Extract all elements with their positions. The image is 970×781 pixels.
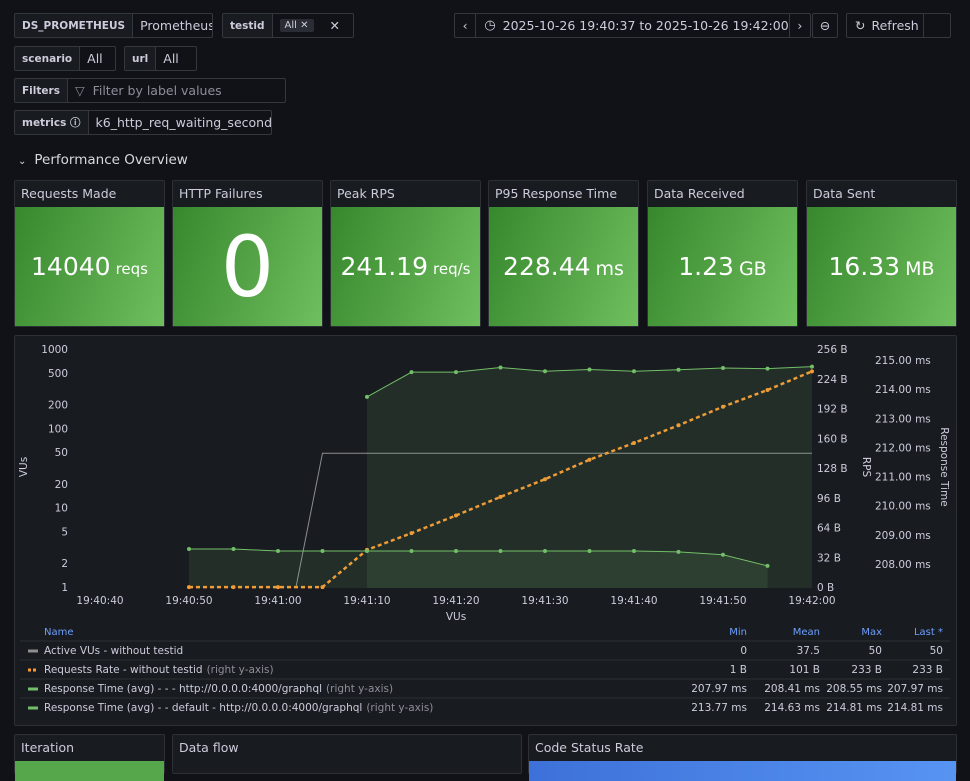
clear[interactable]: ✕	[329, 18, 340, 33]
stat-unit: MB	[905, 257, 935, 280]
stat-title: Data Sent	[813, 186, 876, 201]
refresh-btn[interactable]: ↻ Refresh	[855, 18, 919, 33]
stat-unit: reqs	[115, 259, 148, 278]
stat-unit: ms	[595, 257, 624, 280]
stat-panel: Data Received 1.23 GB	[647, 180, 798, 327]
zoom-out[interactable]: ⊖	[812, 13, 838, 38]
stat-title: P95 Response Time	[495, 186, 618, 201]
var-label: Filters	[15, 79, 68, 102]
panel: Iteration	[14, 734, 165, 781]
stat-value: 14040	[31, 252, 111, 281]
testid-var[interactable]: testid All ✕ ✕	[222, 13, 354, 38]
var-label: testid	[223, 14, 273, 37]
stat-title: HTTP Failures	[179, 186, 263, 201]
panel-title: Iteration	[21, 740, 75, 755]
stat-body: 16.33 MB	[807, 207, 956, 326]
time-picker[interactable]: ‹ ◷ 2025-10-26 19:40:37 to 2025-10-26 19:…	[454, 13, 811, 38]
placeholder: Filter by label values	[92, 83, 222, 98]
row-header[interactable]: ⌄ Performance Overview	[18, 152, 188, 168]
text: metrics	[22, 116, 67, 129]
stat-panel: Requests Made 14040 reqs	[14, 180, 165, 327]
stat-unit: GB	[738, 257, 767, 280]
stat-value: 228.44	[503, 252, 591, 281]
var-value: All	[163, 51, 179, 66]
var-value: k6_http_req_waiting_seconds	[95, 115, 272, 130]
stat-panel: Peak RPS 241.19 req/s	[330, 180, 481, 327]
var-value: All ✕ ✕	[273, 18, 347, 33]
var-label: DS_PROMETHEUS	[15, 14, 134, 37]
filter-input[interactable]: ▽ Filter by label values	[74, 83, 222, 98]
stat-body: 1.23 GB	[648, 207, 797, 326]
next[interactable]: ›	[788, 14, 810, 37]
stat-panel: Data Sent 16.33 MB	[806, 180, 957, 327]
time-range[interactable]: ◷ 2025-10-26 19:40:37 to 2025-10-26 19:42…	[484, 18, 789, 33]
panel: Data flow	[172, 734, 522, 774]
scenario-var[interactable]: scenario All	[14, 46, 116, 71]
var-label: url	[125, 47, 157, 70]
stat-value: 241.19	[340, 252, 428, 281]
text: Refresh	[871, 18, 919, 33]
panel: Code Status Rate	[528, 734, 957, 781]
stat-body: 14040 reqs	[15, 207, 164, 326]
panel-title: Data flow	[179, 740, 239, 755]
timeseries-panel	[14, 335, 957, 726]
text: Prometheus	[140, 18, 213, 33]
var-label: metrics ⓘ	[15, 111, 89, 134]
chip: All ✕	[279, 19, 314, 32]
var-value: All	[87, 51, 103, 66]
filters[interactable]: Filters ▽ Filter by label values	[14, 78, 286, 103]
stat-value: 1.23	[678, 252, 734, 281]
stat-body: 241.19 req/s	[331, 207, 480, 326]
url-var[interactable]: url All	[124, 46, 197, 71]
stat-title: Requests Made	[21, 186, 117, 201]
panel-fill	[529, 761, 956, 781]
var-value: Prometheus⌵	[133, 18, 213, 33]
stat-value: 0	[220, 217, 275, 316]
stat-title: Data Received	[654, 186, 745, 201]
ds-var[interactable]: DS_PROMETHEUS Prometheus⌵	[14, 13, 213, 38]
refresh-menu[interactable]	[923, 14, 950, 37]
stat-unit: req/s	[433, 259, 471, 278]
text: 2025-10-26 19:40:37 to 2025-10-26 19:42:…	[502, 18, 789, 33]
text: All	[284, 20, 297, 31]
metrics-var[interactable]: metrics ⓘ k6_http_req_waiting_seconds	[14, 110, 272, 135]
row-title: Performance Overview	[34, 152, 188, 168]
stat-panel: P95 Response Time 228.44 ms	[488, 180, 639, 327]
var-label: scenario	[15, 47, 81, 70]
refresh[interactable]: ↻ Refresh	[846, 13, 951, 38]
stat-body: 228.44 ms	[489, 207, 638, 326]
stat-title: Peak RPS	[337, 186, 395, 201]
stat-body: 0	[173, 207, 322, 326]
stat-value: 16.33	[828, 252, 901, 281]
prev[interactable]: ‹	[455, 14, 477, 37]
panel-title: Code Status Rate	[535, 740, 644, 755]
panel-fill	[15, 761, 164, 781]
stat-panel: HTTP Failures 0	[172, 180, 323, 327]
